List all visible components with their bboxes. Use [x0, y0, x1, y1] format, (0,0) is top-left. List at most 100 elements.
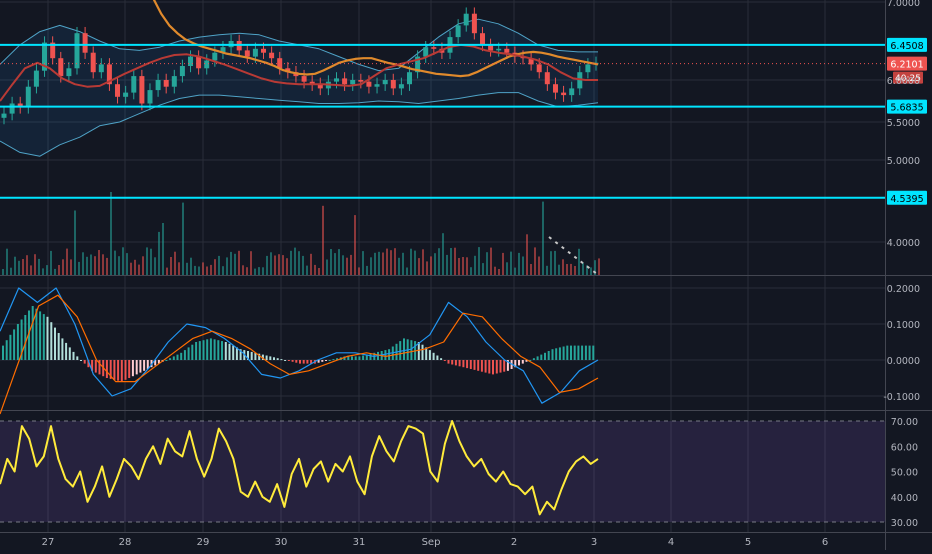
macd-histogram-bar [343, 356, 346, 360]
macd-histogram-bar [462, 360, 465, 368]
macd-histogram-bar [321, 360, 324, 362]
candle-body [317, 84, 323, 89]
macd-histogram-bar [269, 356, 272, 360]
macd-histogram-bar [20, 319, 23, 360]
candle-body [561, 92, 567, 96]
volume-bar [506, 262, 508, 275]
volume-bar [594, 260, 596, 275]
macd-histogram-bar [525, 360, 528, 362]
bollinger-band-fill [0, 19, 598, 157]
volume-bar [194, 265, 196, 275]
ma-orange-line [152, 0, 599, 78]
price-panel[interactable] [0, 0, 885, 275]
volume-bar [302, 255, 304, 275]
macd-histogram-bar [325, 360, 327, 361]
volume-bar [254, 268, 256, 275]
rsi-tick-label: 70.00 [891, 417, 918, 428]
volume-bar [134, 259, 136, 275]
x-tick-label: 2 [511, 537, 517, 548]
macd-histogram-bar [117, 360, 120, 381]
macd-histogram-bar [202, 340, 205, 360]
macd-line [0, 287, 599, 404]
volume-bar [250, 251, 252, 275]
level-label-bg [887, 37, 927, 52]
volume-bar [86, 256, 88, 275]
macd-histogram-bar [362, 355, 365, 360]
volume-bar [14, 256, 16, 275]
volume-bar [434, 253, 436, 275]
rsi-line [0, 420, 599, 516]
macd-histogram-bar [198, 341, 201, 360]
macd-histogram-bar [176, 354, 179, 360]
volume-bar [266, 255, 268, 275]
macd-histogram-bar [209, 338, 212, 360]
x-tick-label: 27 [42, 537, 55, 548]
candle-body [342, 78, 348, 85]
candle-body [204, 60, 210, 69]
price-tick-label: 4.0000 [887, 238, 920, 249]
volume-bar [158, 231, 160, 275]
macd-histogram-bar [2, 345, 4, 360]
macd-histogram-bar [503, 360, 506, 372]
candle-body [569, 88, 575, 96]
macd-histogram-bar [91, 360, 94, 371]
macd-histogram-bar [384, 350, 387, 360]
volume-bar [422, 249, 424, 275]
volume-bar [26, 255, 28, 275]
volume-bar [598, 258, 600, 275]
level-label-text: 4.5395 [890, 194, 923, 205]
macd-histogram-bar [258, 353, 261, 360]
volume-bar [130, 262, 132, 275]
macd-histogram-bar [536, 356, 539, 360]
candle-body [301, 76, 307, 82]
macd-histogram-bar [191, 344, 194, 360]
volume-bar [78, 261, 80, 275]
x-tick-label: 6 [822, 537, 828, 548]
candle-body [398, 84, 404, 89]
macd-histogram-bar [432, 352, 435, 360]
macd-panel[interactable] [0, 287, 599, 415]
candle-body [58, 58, 64, 77]
macd-histogram-bar [436, 355, 439, 360]
trendline-drawing[interactable] [548, 236, 598, 275]
level-price-label: 4.5395 [887, 190, 927, 205]
macd-histogram-bar [577, 345, 580, 360]
volume-bar [426, 261, 428, 275]
macd-histogram-bar [13, 329, 16, 360]
x-tick-label: Sep [422, 537, 441, 548]
macd-histogram-bar [484, 360, 487, 373]
volume-bar [98, 250, 100, 275]
volume-bar [162, 223, 164, 275]
macd-histogram-bar [232, 345, 235, 360]
volume-bar [554, 250, 556, 275]
x-tick-label: 3 [591, 537, 597, 548]
volume-bar [278, 254, 280, 275]
candle-body [115, 84, 120, 97]
volume-bar [50, 250, 52, 275]
volume-bar [170, 257, 172, 275]
volume-bar [114, 250, 116, 275]
candle-body [155, 80, 161, 91]
volume-bar [238, 250, 240, 275]
volume-bar [314, 264, 316, 275]
macd-histogram-bar [180, 352, 183, 360]
macd-histogram-bar [544, 352, 546, 360]
volume-bar [490, 247, 492, 275]
candle-body [252, 48, 258, 57]
volume-bar [286, 258, 288, 275]
volume-bar [262, 267, 264, 275]
volume-bar [362, 251, 364, 275]
macd-histogram-bar [514, 360, 517, 368]
macd-histogram-bar [83, 360, 86, 364]
rsi-panel[interactable] [0, 420, 885, 523]
macd-histogram-bar [28, 310, 30, 360]
macd-histogram-bar [306, 360, 309, 364]
axes: 6.4508 5.6835 4.5395 6.2101 40:25 7.0000 6.000… [42, 0, 927, 548]
macd-histogram-bar [410, 340, 413, 360]
candle-body [536, 64, 542, 73]
macd-histogram-bar [317, 360, 320, 363]
macd-histogram-bar [169, 358, 172, 360]
candle-body [334, 78, 339, 82]
